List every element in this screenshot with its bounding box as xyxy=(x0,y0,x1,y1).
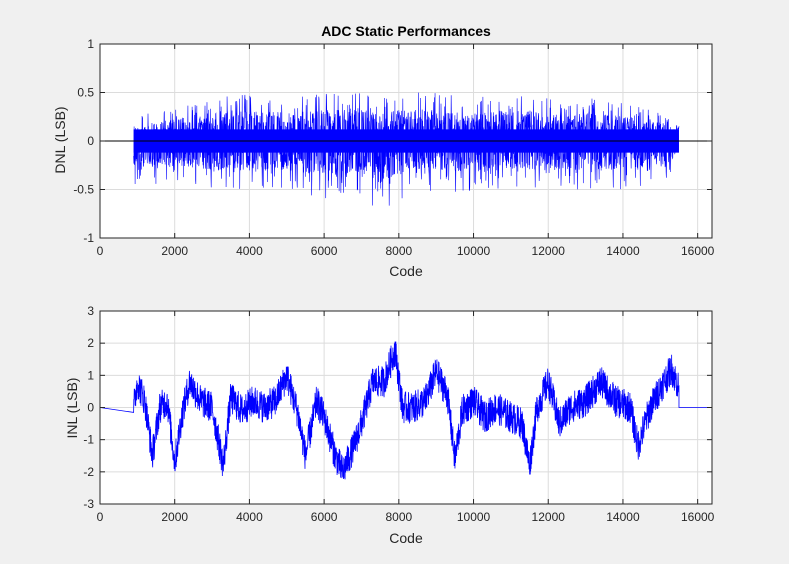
x-tick-label: 2000 xyxy=(161,510,188,524)
inl-ylabel: INL (LSB) xyxy=(64,378,80,439)
dnl-axes: 0 2000 4000 6000 8000 10000 12000 14000 16000 -1 -… xyxy=(73,37,714,258)
dnl-ylabel: DNL (LSB) xyxy=(52,106,68,173)
y-tick-label: -1 xyxy=(83,433,94,447)
x-tick-label: 6000 xyxy=(311,510,338,524)
y-tick-label: 0 xyxy=(87,401,94,415)
x-tick-label: 2000 xyxy=(161,244,188,258)
x-tick-label: 14000 xyxy=(606,510,640,524)
y-tick-label: 1 xyxy=(87,37,94,51)
inl-xlabel: Code xyxy=(389,530,423,546)
x-tick-label: 10000 xyxy=(457,244,491,258)
y-tick-label: 0 xyxy=(87,134,94,148)
x-tick-label: 8000 xyxy=(385,244,412,258)
x-tick-label: 0 xyxy=(97,510,104,524)
x-tick-label: 16000 xyxy=(681,244,715,258)
dnl-xlabel: Code xyxy=(389,263,423,279)
chart-title: ADC Static Performances xyxy=(321,23,491,39)
x-tick-label: 12000 xyxy=(532,244,566,258)
y-tick-label: 3 xyxy=(87,304,94,318)
y-tick-label: -3 xyxy=(83,497,94,511)
x-tick-label: 10000 xyxy=(457,510,491,524)
y-tick-label: -2 xyxy=(83,465,94,479)
x-tick-label: 4000 xyxy=(236,244,263,258)
inl-series-line xyxy=(99,341,712,480)
y-tick-label: 2 xyxy=(87,336,94,350)
inl-axes: 0 2000 4000 6000 8000 10000 12000 14000 16000 -3 -… xyxy=(83,304,714,524)
x-tick-label: 6000 xyxy=(311,244,338,258)
y-tick-label: -1 xyxy=(83,231,94,245)
y-tick-label: 1 xyxy=(87,368,94,382)
x-tick-label: 16000 xyxy=(681,510,715,524)
x-tick-label: 12000 xyxy=(532,510,566,524)
x-tick-label: 4000 xyxy=(236,510,263,524)
x-tick-label: 8000 xyxy=(385,510,412,524)
y-tick-label: -0.5 xyxy=(73,183,94,197)
y-tick-label: 0.5 xyxy=(77,86,94,100)
x-tick-label: 0 xyxy=(97,244,104,258)
x-tick-label: 14000 xyxy=(606,244,640,258)
